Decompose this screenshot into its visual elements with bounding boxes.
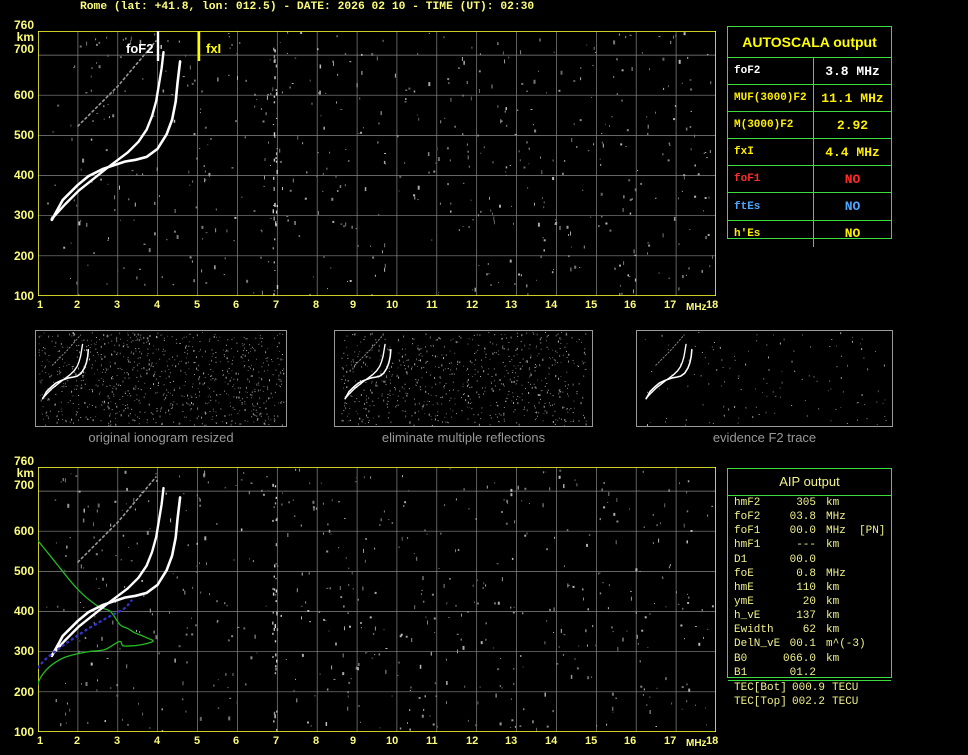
svg-text:foF2: foF2: [126, 41, 153, 56]
svg-text:fxI: fxI: [206, 41, 221, 56]
